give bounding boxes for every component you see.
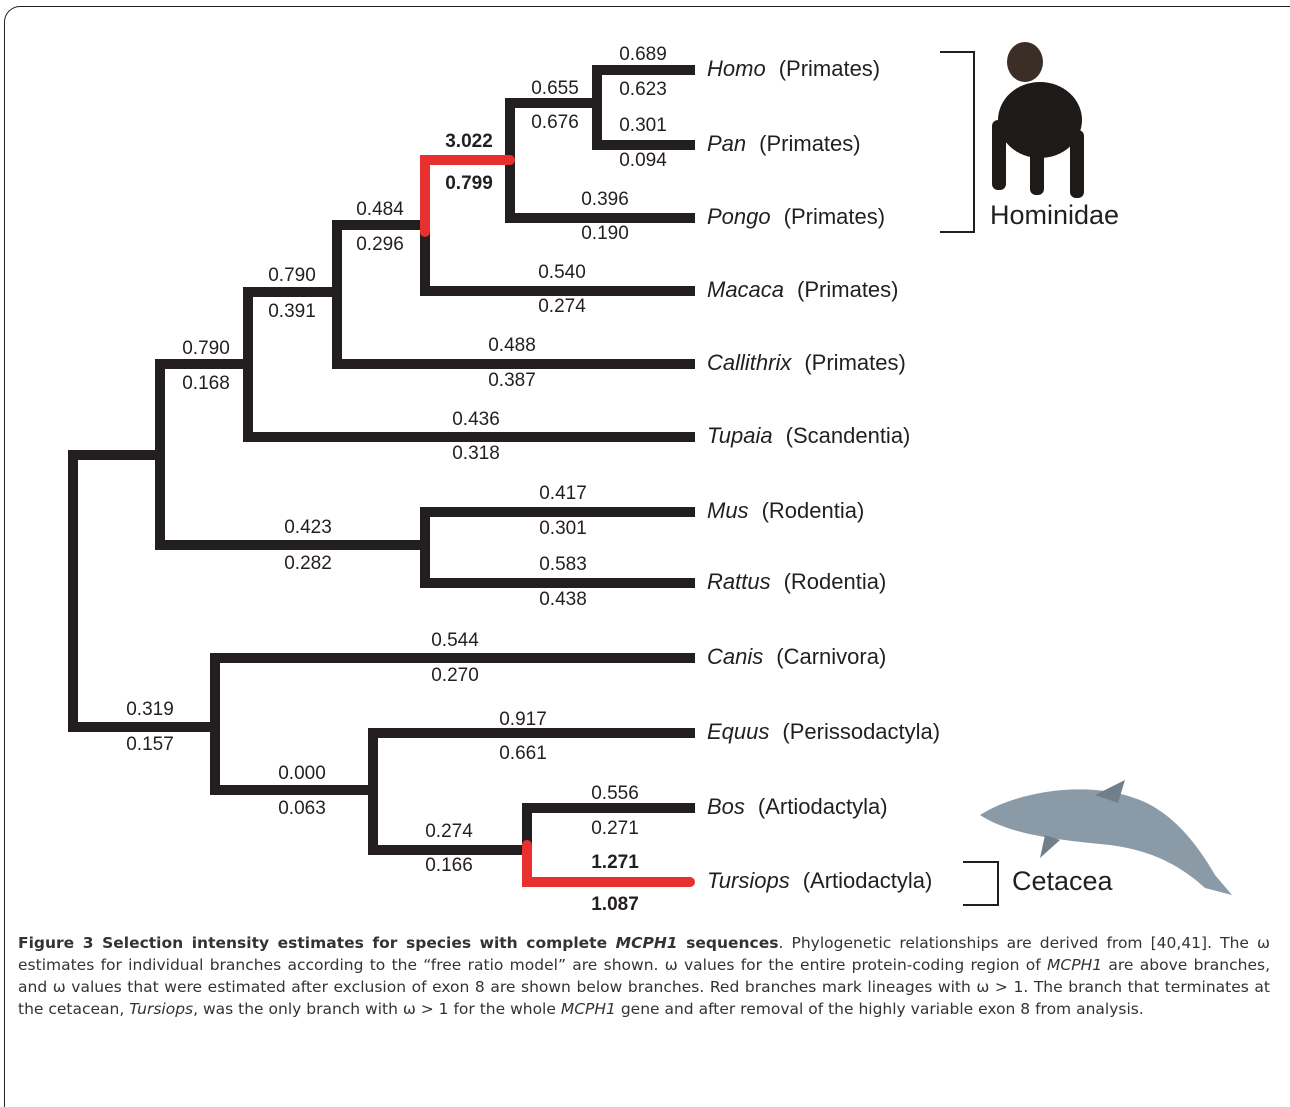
branch-label-below: 0.166 bbox=[425, 855, 473, 876]
branch-label-below: 0.661 bbox=[499, 743, 547, 764]
genus: Pongo bbox=[707, 204, 771, 229]
branch-label-above: 0.000 bbox=[278, 763, 326, 784]
caption-text: Tursiops bbox=[129, 1000, 193, 1018]
genus: Rattus bbox=[707, 569, 771, 594]
branch-label-above: 0.583 bbox=[539, 554, 587, 575]
branch-label-below: 0.094 bbox=[619, 150, 667, 171]
order: (Perissodactyla) bbox=[782, 719, 940, 744]
genus: Tursiops bbox=[707, 868, 790, 893]
branch-label-below: 0.296 bbox=[356, 234, 404, 255]
branch-label-above: 3.022 bbox=[445, 131, 493, 152]
order: (Primates) bbox=[804, 350, 905, 375]
branch-label-below: 0.157 bbox=[126, 734, 174, 755]
branch-label-above: 0.423 bbox=[284, 517, 332, 538]
species-label: Pongo (Primates) bbox=[707, 204, 885, 229]
branch-label-below: 0.063 bbox=[278, 798, 326, 819]
genus: Equus bbox=[707, 719, 769, 744]
caption-text: MCPH1 bbox=[616, 934, 678, 952]
branch-label-below: 0.623 bbox=[619, 79, 667, 100]
order: (Scandentia) bbox=[786, 423, 911, 448]
branch-label-below: 0.190 bbox=[581, 223, 629, 244]
group-label: Hominidae bbox=[990, 200, 1119, 230]
species-label: Rattus (Rodentia) bbox=[707, 569, 886, 594]
caption-text: MCPH1 bbox=[1047, 956, 1102, 974]
branch-label-below: 0.799 bbox=[445, 173, 493, 194]
branch-label-above: 0.417 bbox=[539, 483, 587, 504]
branch-label-above: 0.301 bbox=[619, 115, 667, 136]
branch-label-above: 0.917 bbox=[499, 709, 547, 730]
caption-text: MCPH1 bbox=[561, 1000, 616, 1018]
species-label: Macaca (Primates) bbox=[707, 277, 899, 302]
branch-label-below: 0.387 bbox=[488, 370, 536, 391]
order: (Primates) bbox=[784, 204, 885, 229]
branch-label-above: 0.655 bbox=[531, 78, 579, 99]
branch-label-above: 1.271 bbox=[591, 852, 639, 873]
order: (Artiodactyla) bbox=[803, 868, 933, 893]
branch-label-above: 0.274 bbox=[425, 821, 473, 842]
genus: Bos bbox=[707, 794, 745, 819]
tree: Hominidae Cetacea 0.689 0.623 0.301 0.094 0.… bbox=[0, 0, 1290, 930]
branch-label-above: 0.436 bbox=[452, 409, 500, 430]
order: (Primates) bbox=[759, 131, 860, 156]
genus: Mus bbox=[707, 498, 749, 523]
caption-text: gene and after removal of the highly var… bbox=[616, 1000, 1144, 1018]
species-label: Canis (Carnivora) bbox=[707, 644, 886, 669]
species-label: Tursiops (Artiodactyla) bbox=[707, 868, 932, 893]
branch-label-below: 0.282 bbox=[284, 553, 332, 574]
branch-label-above: 0.396 bbox=[581, 189, 629, 210]
branch-label-below: 0.391 bbox=[268, 301, 316, 322]
group-label: Cetacea bbox=[1012, 866, 1114, 896]
branch-label-below: 0.301 bbox=[539, 518, 587, 539]
species-label: Bos (Artiodactyla) bbox=[707, 794, 888, 819]
order: (Rodentia) bbox=[784, 569, 887, 594]
branch-label-below: 0.271 bbox=[591, 818, 639, 839]
branch-label-above: 0.484 bbox=[356, 199, 404, 220]
order: (Primates) bbox=[779, 56, 880, 81]
branch-label-below: 1.087 bbox=[591, 894, 639, 915]
species-label: Homo (Primates) bbox=[707, 56, 880, 81]
caption-text: , was the only branch with ω > 1 for the… bbox=[193, 1000, 561, 1018]
branch-label-above: 0.790 bbox=[268, 265, 316, 286]
caption: Figure 3 Selection intensity estimates f… bbox=[18, 932, 1270, 1020]
branch-label-below: 0.676 bbox=[531, 112, 579, 133]
order: (Artiodactyla) bbox=[758, 794, 888, 819]
species-label: Pan (Primates) bbox=[707, 131, 861, 156]
branch-label-below: 0.168 bbox=[182, 373, 230, 394]
branch-label-above: 0.790 bbox=[182, 338, 230, 359]
branch-label-above: 0.319 bbox=[126, 699, 174, 720]
order: (Carnivora) bbox=[776, 644, 886, 669]
genus: Homo bbox=[707, 56, 766, 81]
order: (Primates) bbox=[797, 277, 898, 302]
branch-label-below: 0.274 bbox=[538, 296, 586, 317]
genus: Macaca bbox=[707, 277, 784, 302]
caption-text: Figure 3 Selection intensity estimates f… bbox=[18, 934, 616, 952]
caption-text: sequences bbox=[678, 934, 779, 952]
genus: Callithrix bbox=[707, 350, 792, 375]
branch-label-below: 0.270 bbox=[431, 665, 479, 686]
order: (Rodentia) bbox=[762, 498, 865, 523]
species-label: Equus (Perissodactyla) bbox=[707, 719, 940, 744]
page: Hominidae Cetacea 0.689 0.623 0.301 0.094 0.… bbox=[0, 0, 1290, 1067]
species-label: Tupaia (Scandentia) bbox=[707, 423, 910, 448]
chimp-illustration bbox=[992, 42, 1084, 198]
branch-label-above: 0.689 bbox=[619, 44, 667, 65]
branch-label-below: 0.318 bbox=[452, 443, 500, 464]
branch-label-above: 0.556 bbox=[591, 783, 639, 804]
genus: Canis bbox=[707, 644, 763, 669]
genus: Tupaia bbox=[707, 423, 773, 448]
species-label: Callithrix (Primates) bbox=[707, 350, 906, 375]
genus: Pan bbox=[707, 131, 746, 156]
branch-label-below: 0.438 bbox=[539, 589, 587, 610]
branch-label-above: 0.488 bbox=[488, 335, 536, 356]
branch-label-above: 0.544 bbox=[431, 630, 479, 651]
branch-label-above: 0.540 bbox=[538, 262, 586, 283]
brackets bbox=[940, 52, 998, 905]
species-label: Mus (Rodentia) bbox=[707, 498, 864, 523]
